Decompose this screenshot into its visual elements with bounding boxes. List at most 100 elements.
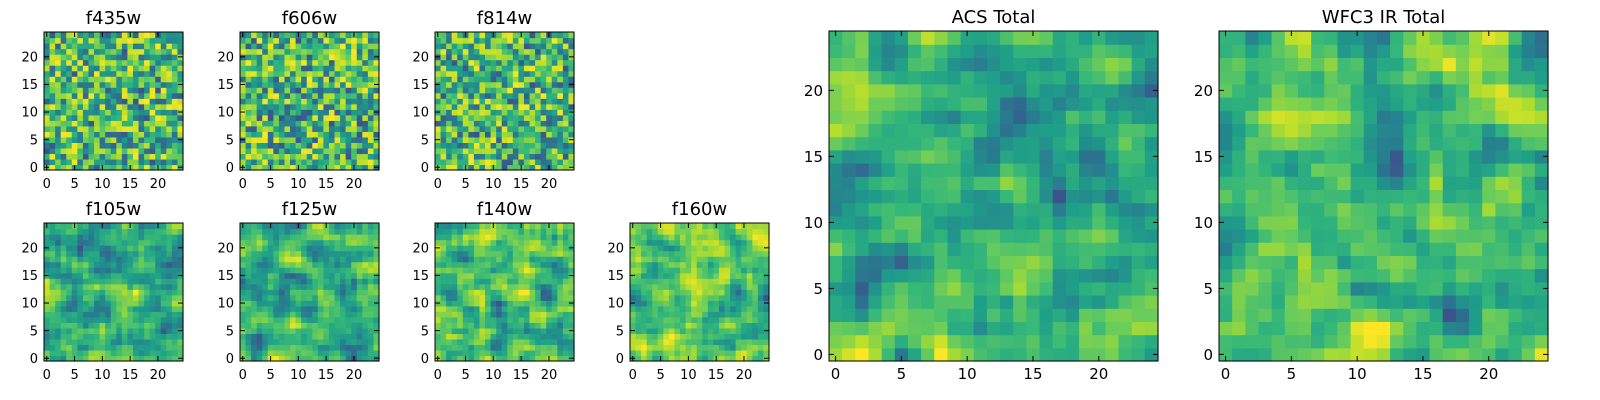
heatmap-cell bbox=[155, 147, 162, 155]
heatmap-cell bbox=[741, 333, 748, 340]
heatmap-cell bbox=[323, 261, 330, 268]
heatmap-cell bbox=[132, 261, 140, 268]
heatmap-cell bbox=[323, 311, 330, 318]
heatmap-cell bbox=[373, 289, 380, 296]
heatmap-cell bbox=[1105, 242, 1120, 256]
heatmap-cell bbox=[501, 153, 508, 160]
heatmap-cell bbox=[273, 114, 280, 121]
heatmap-cell bbox=[88, 228, 95, 235]
heatmap-cell bbox=[99, 114, 106, 121]
heatmap-cell bbox=[256, 245, 263, 252]
heatmap-cell bbox=[328, 355, 336, 362]
heatmap-cell bbox=[356, 338, 363, 346]
heatmap-cell bbox=[479, 294, 486, 301]
heatmap-cell bbox=[468, 272, 475, 279]
heatmap-cell bbox=[110, 333, 117, 340]
heatmap-cell bbox=[295, 76, 302, 83]
heatmap-cell bbox=[568, 316, 575, 323]
heatmap-cell bbox=[144, 59, 151, 66]
heatmap-cell bbox=[240, 283, 247, 290]
heatmap-cell bbox=[177, 344, 184, 351]
heatmap-cell bbox=[290, 239, 297, 246]
heatmap-cell bbox=[501, 131, 508, 138]
heatmap-cell bbox=[641, 344, 648, 351]
heatmap-cell bbox=[842, 268, 856, 283]
heatmap-cell bbox=[71, 272, 78, 279]
heatmap-cell bbox=[546, 344, 553, 351]
heatmap-cell bbox=[77, 272, 84, 279]
heatmap-cell bbox=[518, 131, 525, 138]
heatmap-cell bbox=[166, 147, 173, 155]
heatmap-cell bbox=[110, 158, 117, 166]
heatmap-cell bbox=[568, 32, 575, 39]
y-tick-label: 15 bbox=[217, 78, 234, 93]
heatmap-cell bbox=[921, 347, 935, 362]
heatmap-cell bbox=[512, 76, 519, 83]
heatmap-cell bbox=[306, 223, 313, 230]
heatmap-cell bbox=[680, 256, 687, 263]
heatmap-cell bbox=[562, 267, 570, 274]
heatmap-cell bbox=[718, 278, 726, 285]
heatmap-cell bbox=[94, 43, 101, 50]
heatmap-cell bbox=[144, 355, 151, 362]
heatmap-cell bbox=[367, 43, 375, 50]
heatmap-cell bbox=[507, 333, 514, 340]
heatmap-cell bbox=[105, 267, 112, 274]
heatmap-cell bbox=[267, 65, 274, 72]
heatmap-cell bbox=[568, 349, 575, 357]
heatmap-cell bbox=[94, 261, 101, 268]
heatmap-cell bbox=[71, 305, 78, 312]
heatmap-cell bbox=[267, 103, 274, 110]
heatmap-cell bbox=[345, 278, 352, 285]
heatmap-cell bbox=[512, 344, 519, 351]
heatmap-cell bbox=[986, 163, 1001, 177]
heatmap-cell bbox=[1013, 334, 1027, 349]
heatmap-cell bbox=[301, 103, 308, 110]
heatmap-cell bbox=[1105, 202, 1120, 217]
heatmap-cell bbox=[496, 125, 503, 132]
heatmap-cell bbox=[171, 349, 179, 357]
heatmap-cell bbox=[177, 37, 184, 44]
heatmap-cell bbox=[60, 283, 67, 290]
heatmap-cell bbox=[657, 245, 664, 252]
heatmap-cell bbox=[356, 294, 363, 301]
heatmap-cell bbox=[256, 344, 263, 351]
heatmap-cell bbox=[240, 120, 247, 127]
heatmap-cell bbox=[451, 239, 458, 246]
heatmap-cell bbox=[1065, 176, 1080, 190]
heatmap-cell bbox=[546, 311, 553, 318]
heatmap-cell bbox=[457, 245, 464, 252]
heatmap-cell bbox=[160, 272, 167, 279]
heatmap-cell bbox=[735, 305, 742, 312]
heatmap-cell bbox=[518, 114, 525, 121]
heatmap-cell bbox=[529, 283, 536, 290]
heatmap-cell bbox=[273, 70, 280, 77]
heatmap-cell bbox=[674, 234, 681, 241]
heatmap-cell bbox=[267, 37, 274, 44]
heatmap-cell bbox=[490, 261, 497, 268]
heatmap-cell bbox=[724, 278, 731, 285]
heatmap-cell bbox=[630, 278, 637, 285]
heatmap-cell bbox=[1065, 334, 1080, 349]
heatmap-cell bbox=[451, 120, 458, 127]
heatmap-cell bbox=[267, 294, 274, 301]
heatmap-cell bbox=[724, 349, 731, 357]
heatmap-cell bbox=[295, 153, 302, 160]
heatmap-cell bbox=[317, 158, 324, 166]
heatmap-cell bbox=[373, 316, 380, 323]
heatmap-cell bbox=[1026, 202, 1041, 217]
heatmap-cell bbox=[551, 98, 558, 105]
heatmap-cell bbox=[138, 98, 145, 105]
heatmap-cell bbox=[82, 81, 90, 88]
heatmap-cell bbox=[273, 223, 280, 230]
heatmap-cell bbox=[121, 322, 128, 329]
heatmap-cell bbox=[730, 267, 737, 274]
heatmap-cell bbox=[160, 322, 167, 329]
heatmap-cell bbox=[490, 289, 497, 296]
heatmap-cell bbox=[457, 147, 464, 155]
heatmap-cell bbox=[132, 92, 140, 99]
heatmap-cell bbox=[485, 283, 492, 290]
heatmap-cell bbox=[262, 142, 269, 149]
heatmap-cell bbox=[121, 305, 128, 312]
heatmap-cell bbox=[60, 87, 67, 94]
